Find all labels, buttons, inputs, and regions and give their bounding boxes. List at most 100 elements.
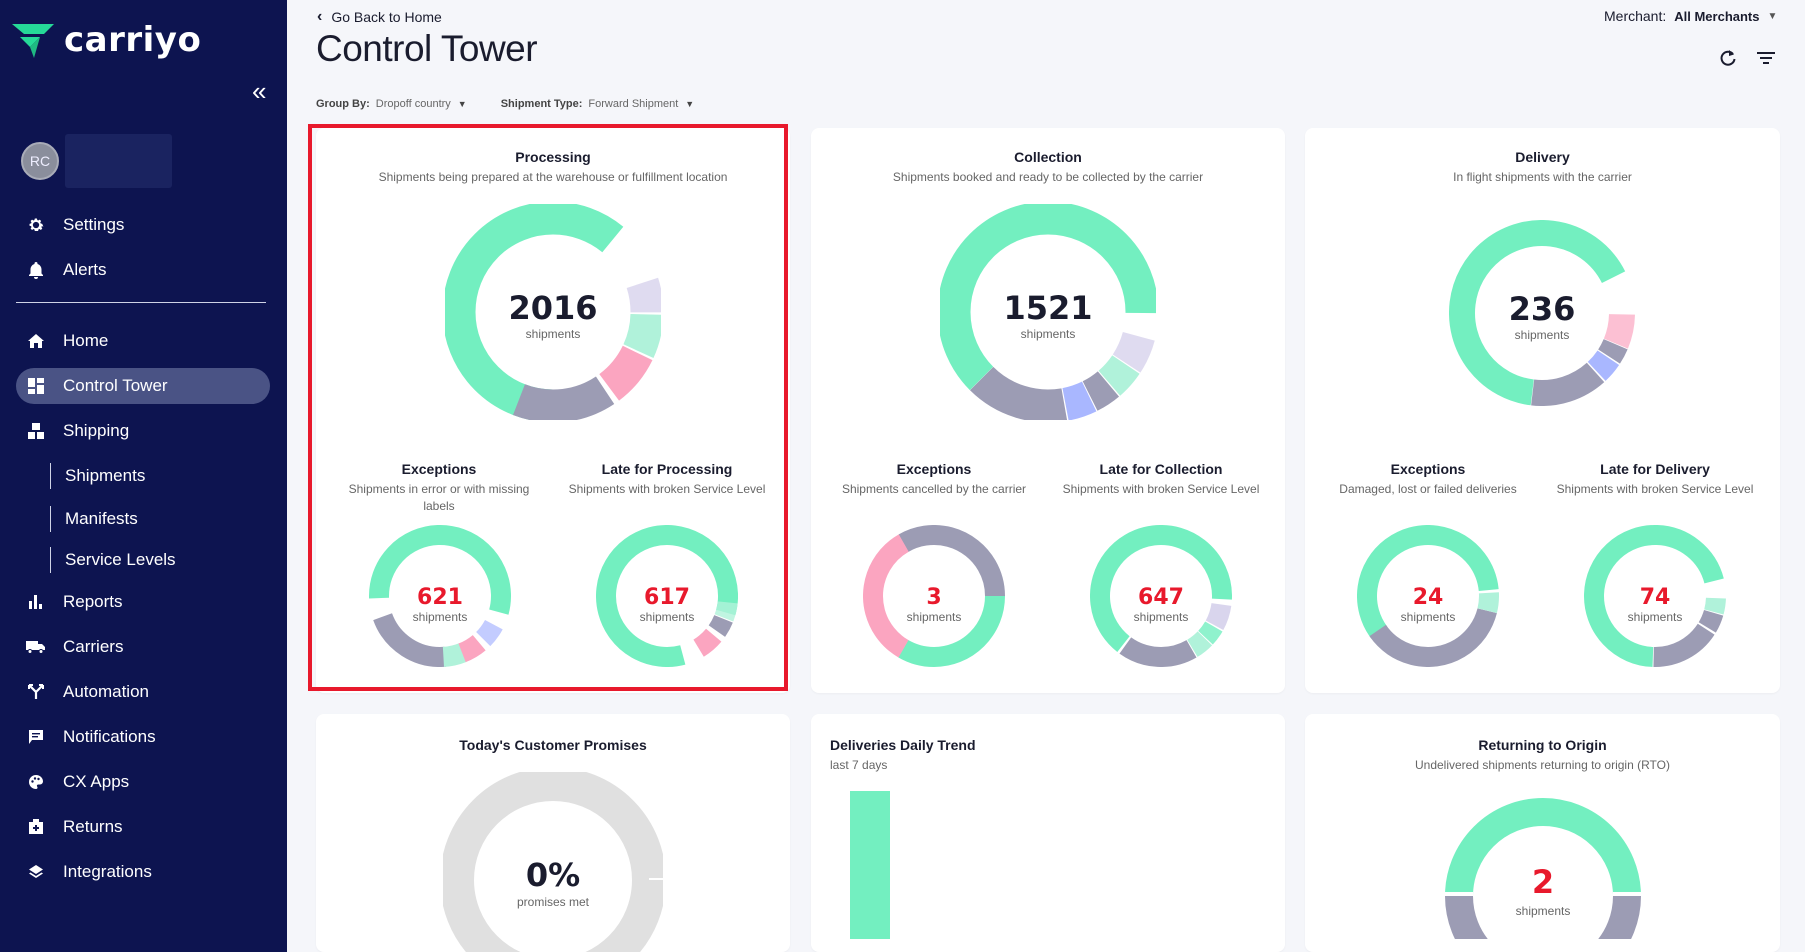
delivery-subtitle: In flight shipments with the carrier	[1453, 170, 1632, 184]
sidebar-item-alerts[interactable]: Alerts	[16, 252, 270, 288]
sidebar-item-notifications[interactable]: Notifications	[16, 719, 270, 755]
group-by-dropdown[interactable]: Group By: Dropoff country ▼	[316, 98, 467, 110]
rto-donut[interactable]: 2 shipments	[1443, 796, 1643, 939]
group-by-label: Group By:	[316, 98, 370, 110]
sidebar-item-label: Automation	[63, 682, 149, 701]
late-collection-count: 647	[1138, 585, 1184, 610]
sidebar-item-shipping[interactable]: Shipping	[16, 413, 270, 449]
sidebar-item-control-tower[interactable]: Control Tower	[16, 368, 270, 404]
sidebar-item-carriers[interactable]: Carriers	[16, 629, 270, 665]
delivery-title: Delivery	[1515, 149, 1570, 165]
sidebar-item-label: Home	[63, 331, 109, 350]
brand-name: carriyo	[64, 20, 202, 60]
promises-value: 0%	[526, 856, 580, 894]
delivery-unit: shipments	[1515, 328, 1570, 342]
sidebar-item-label: Settings	[63, 215, 125, 234]
collection-exceptions-count: 3	[926, 585, 941, 610]
rto-subtitle: Undelivered shipments returning to origi…	[1414, 758, 1670, 772]
processing-count: 2016	[508, 289, 597, 327]
customer-promises-title: Today's Customer Promises	[459, 737, 647, 753]
deliveries-trend-card[interactable]	[811, 714, 1285, 952]
delivery-exceptions-subtitle: Damaged, lost or failed deliveries	[1339, 482, 1517, 496]
sidebar-item-automation[interactable]: Automation	[16, 674, 270, 710]
dashboard-icon	[25, 375, 47, 397]
delivery-exceptions-donut[interactable]: 24 shipments	[1357, 525, 1499, 667]
palette-icon	[25, 771, 47, 793]
delivery-donut[interactable]: 236 shipments	[1449, 220, 1635, 406]
merchant-selector[interactable]: Merchant: All Merchants ▼	[1604, 8, 1777, 24]
trend-bar[interactable]	[850, 791, 890, 939]
bar-chart-icon	[25, 591, 47, 613]
sidebar-subitem-service-levels[interactable]: Service Levels	[50, 547, 176, 573]
delivery-exceptions-title: Exceptions	[1390, 461, 1466, 477]
late-delivery-unit: shipments	[1628, 610, 1683, 624]
late-delivery-donut[interactable]: 74 shipments	[1584, 525, 1726, 667]
sidebar-item-integrations[interactable]: Integrations	[16, 854, 270, 890]
late-collection-unit: shipments	[1134, 610, 1189, 624]
delivery-exceptions-unit: shipments	[1401, 610, 1456, 624]
sidebar-item-home[interactable]: Home	[16, 323, 270, 359]
collection-unit: shipments	[1021, 327, 1076, 341]
collection-exceptions-subtitle: Shipments cancelled by the carrier	[841, 482, 1027, 496]
sidebar-divider	[16, 302, 266, 303]
filter-icon[interactable]	[1756, 50, 1776, 66]
processing-donut[interactable]: 2016 shipments	[445, 204, 661, 420]
page-title: Control Tower	[316, 28, 538, 69]
late-collection-donut[interactable]: 647 shipments	[1090, 525, 1232, 667]
sidebar-subitem-manifests[interactable]: Manifests	[50, 506, 138, 532]
layers-icon	[25, 861, 47, 883]
merchant-value: All Merchants	[1674, 8, 1760, 24]
message-icon	[25, 726, 47, 748]
processing-title: Processing	[515, 149, 591, 165]
sidebar-item-label: Integrations	[63, 862, 152, 881]
sidebar-item-label: Alerts	[63, 260, 107, 279]
sidebar-subitem-shipments[interactable]: Shipments	[50, 463, 145, 489]
user-name-box[interactable]	[65, 134, 172, 188]
sidebar-item-label: CX Apps	[63, 772, 130, 791]
fork-icon	[25, 681, 47, 703]
customer-promises-card[interactable]	[316, 714, 790, 952]
late-delivery-subtitle: Shipments with broken Service Level	[1556, 482, 1754, 496]
carriyo-logo[interactable]: carriyo	[10, 20, 201, 60]
go-back-link[interactable]: ‹ Go Back to Home	[317, 8, 442, 26]
processing-exceptions-donut[interactable]: 621 shipments	[369, 525, 511, 667]
refresh-icon[interactable]	[1718, 48, 1738, 68]
chevron-down-icon: ▼	[685, 99, 695, 109]
sidebar-item-label: Shipping	[63, 421, 130, 440]
shipment-type-value: Forward Shipment	[588, 98, 679, 110]
processing-exceptions-unit: shipments	[413, 610, 468, 624]
sidebar: carriyo « RC Settings Alerts Home Contro…	[0, 0, 287, 952]
chevron-left-icon: ‹	[317, 8, 323, 25]
late-collection-title: Late for Collection	[1099, 461, 1223, 477]
chevron-down-icon: ▼	[1767, 10, 1778, 22]
truck-icon	[25, 636, 47, 658]
collection-exceptions-donut[interactable]: 3 shipments	[863, 525, 1005, 667]
sidebar-item-returns[interactable]: Returns	[16, 809, 270, 845]
collection-count: 1521	[1003, 289, 1092, 327]
shipment-type-label: Shipment Type:	[500, 98, 583, 110]
sidebar-item-cx-apps[interactable]: CX Apps	[16, 764, 270, 800]
collapse-sidebar-icon[interactable]: «	[252, 76, 267, 106]
processing-exceptions-subtitle: Shipments in error or with missing label…	[348, 482, 530, 513]
customer-promises-donut[interactable]: 0% promises met	[443, 772, 663, 952]
sidebar-item-reports[interactable]: Reports	[16, 584, 270, 620]
carriyo-logo-icon	[12, 24, 54, 58]
late-processing-title: Late for Processing	[601, 461, 733, 477]
late-collection-subtitle: Shipments with broken Service Level	[1062, 482, 1260, 496]
deliveries-trend-title: Deliveries Daily Trend	[830, 737, 976, 753]
sidebar-item-settings[interactable]: Settings	[16, 207, 270, 243]
sidebar-item-label: Control Tower	[63, 376, 168, 395]
home-icon	[25, 330, 47, 352]
late-processing-donut[interactable]: 617 shipments	[596, 525, 738, 667]
bell-icon	[25, 259, 47, 281]
sidebar-item-label: Returns	[63, 817, 123, 836]
collection-exceptions-title: Exceptions	[896, 461, 972, 477]
avatar[interactable]: RC	[21, 142, 59, 180]
sidebar-item-label: Notifications	[63, 727, 156, 746]
collection-donut[interactable]: 1521 shipments	[940, 204, 1156, 420]
shipment-type-dropdown[interactable]: Shipment Type: Forward Shipment ▼	[501, 98, 695, 110]
late-processing-count: 617	[644, 585, 690, 610]
collection-exceptions-unit: shipments	[907, 610, 962, 624]
delivery-count: 236	[1509, 290, 1576, 328]
rto-card[interactable]	[1305, 714, 1780, 952]
